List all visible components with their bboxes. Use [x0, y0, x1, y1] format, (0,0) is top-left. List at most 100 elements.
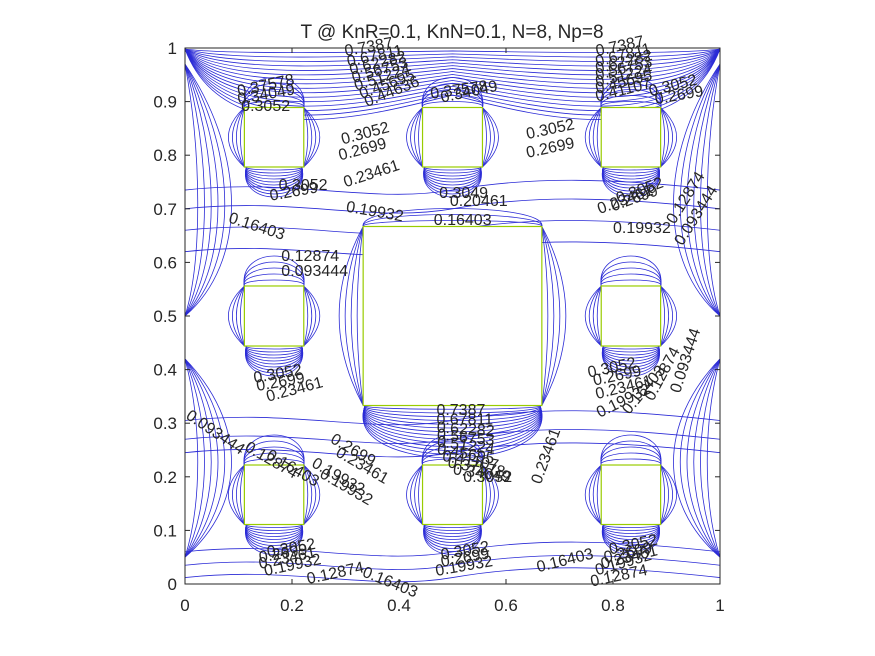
- contour-line: [418, 107, 423, 168]
- contour-line: [596, 285, 602, 347]
- contour-line: [245, 166, 304, 198]
- contour-line: [303, 285, 317, 347]
- contour-line: [245, 166, 303, 180]
- y-tick-label: 1: [168, 39, 177, 58]
- contour-line: [600, 261, 662, 287]
- contour-line: [602, 345, 660, 359]
- contour-line: [482, 464, 499, 525]
- contour-line: [243, 458, 305, 466]
- chart-title: T @ KnR=0.1, KnN=0.1, N=8, Np=8: [300, 22, 603, 43]
- contour-line: [184, 410, 721, 426]
- contour-line: [363, 405, 542, 448]
- contour-line: [243, 273, 305, 287]
- contour-line: [602, 345, 660, 356]
- contour-line: [424, 524, 481, 534]
- contour-line: [338, 226, 364, 406]
- contour-line: [600, 77, 662, 108]
- contour-line: [243, 77, 305, 108]
- contour-line: [303, 107, 313, 168]
- large-square-obstacle: [362, 225, 543, 407]
- contour-line: [245, 524, 303, 540]
- small-square-obstacle: [243, 464, 305, 526]
- contour-line: [660, 285, 673, 347]
- contour-line: [245, 345, 303, 362]
- contour-line: [424, 166, 481, 171]
- contour-line: [600, 279, 662, 287]
- contour-label: 0.16403: [535, 546, 595, 577]
- contour-line: [602, 345, 660, 368]
- contour-line: [602, 524, 660, 531]
- contour-label: 0.56753: [436, 426, 495, 449]
- contour-line: [660, 285, 666, 347]
- contour-line: [482, 464, 487, 525]
- contour-line: [423, 524, 482, 546]
- contour-line: [245, 345, 303, 359]
- contour-line: [541, 226, 549, 406]
- contour-line: [602, 166, 660, 186]
- contour-line: [600, 452, 662, 466]
- contour-line: [601, 166, 660, 198]
- contour-line: [303, 285, 313, 347]
- contour-line: [602, 524, 660, 543]
- contour-line: [602, 524, 660, 540]
- contour-line: [424, 166, 481, 180]
- contour-line: [363, 405, 542, 433]
- contour-line: [602, 345, 660, 374]
- contour-line: [602, 524, 660, 552]
- x-tick-label: 0: [180, 596, 189, 615]
- contour-line: [422, 452, 483, 466]
- contour-line: [243, 452, 305, 466]
- contour-line: [303, 464, 320, 525]
- contour-line: [602, 166, 660, 177]
- contour-line: [245, 524, 303, 534]
- small-square-obstacle: [243, 106, 305, 168]
- contour-line: [693, 358, 721, 558]
- contour-label: 0.23461: [341, 157, 401, 191]
- contour-line: [239, 285, 245, 347]
- x-tick-label: 0.8: [601, 596, 625, 615]
- contour-line: [423, 166, 482, 192]
- contour-line: [184, 358, 232, 558]
- contour-line: [228, 107, 245, 168]
- contour-line: [245, 345, 303, 374]
- contour-line: [303, 285, 309, 347]
- contour-line: [602, 524, 660, 534]
- contour-label: 0.20461: [450, 193, 508, 210]
- contour-line: [245, 345, 303, 353]
- contour-line: [184, 63, 226, 317]
- contour-line: [410, 464, 423, 525]
- y-tick-label: 0.3: [153, 414, 177, 433]
- contour-label: 0.7387: [436, 402, 485, 419]
- contour-line: [660, 285, 669, 347]
- contour-line: [184, 358, 199, 558]
- contour-line: [482, 464, 491, 525]
- contour-line: [184, 48, 721, 98]
- contour-line: [184, 48, 721, 80]
- contour-line: [364, 405, 541, 425]
- contour-line: [602, 166, 660, 180]
- contour-line: [422, 440, 483, 466]
- contour-line: [424, 166, 481, 177]
- contour-line: [350, 226, 364, 406]
- small-square-obstacle: [600, 285, 662, 347]
- contour-line: [423, 524, 482, 543]
- contour-line: [602, 345, 660, 350]
- contour-line: [239, 464, 245, 525]
- contour-line: [245, 166, 303, 183]
- contour-line: [184, 541, 721, 557]
- small-square-obstacle: [600, 464, 662, 526]
- contour-line: [660, 107, 677, 168]
- contour-line: [592, 107, 602, 168]
- x-tick-label: 0.4: [387, 596, 411, 615]
- contour-line: [679, 358, 721, 558]
- contour-line: [602, 166, 660, 189]
- contour-line: [364, 405, 541, 429]
- contour-line: [364, 405, 541, 414]
- contour-line: [602, 166, 660, 192]
- contour-line: [245, 524, 303, 531]
- contour-line: [243, 446, 305, 466]
- contour-line: [184, 48, 721, 67]
- contour-line: [184, 48, 721, 103]
- contour-lines: [184, 48, 721, 583]
- y-tick-label: 0.5: [153, 307, 177, 326]
